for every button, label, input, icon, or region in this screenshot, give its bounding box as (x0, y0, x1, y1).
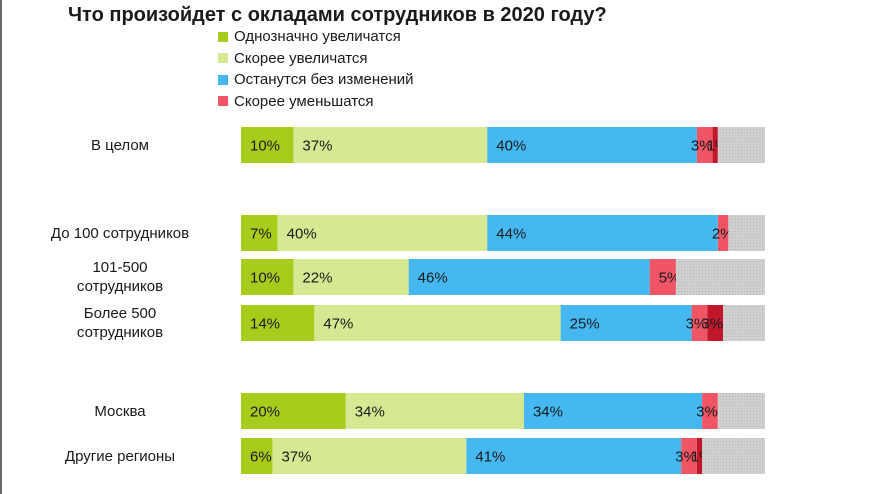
legend-item: Однозначно увеличатся (218, 26, 414, 48)
legend-swatch (218, 96, 228, 107)
category-label: Москва (94, 402, 146, 420)
bar-segment (241, 127, 294, 163)
bar-segment (466, 438, 682, 474)
bar-value-label: 10% (250, 270, 280, 287)
bar-value-label: 3% (675, 449, 697, 466)
bar-value-label: 6% (250, 449, 272, 466)
left-border (0, 0, 2, 494)
bar-segment (487, 127, 697, 163)
legend-item: Останутся без изменений (218, 69, 414, 91)
bar-value-label: 34% (355, 404, 385, 421)
bar-segment (728, 215, 765, 251)
bar-value-label: 41% (475, 449, 505, 466)
legend-label: Останутся без изменений (234, 71, 414, 89)
bar-value-label: 44% (496, 226, 526, 243)
bar-value-label: 2% (712, 226, 734, 243)
bar-row: 6% 37% 41% 3%1% (241, 438, 765, 474)
bar-segment (717, 127, 765, 163)
bar-segment (241, 438, 273, 474)
bar-segment (293, 259, 409, 295)
legend: Однозначно увеличатся Скорее увеличатся Ос… (218, 26, 414, 112)
bar-value-label: 5% (659, 270, 681, 287)
bar-segment (241, 215, 278, 251)
bar-value-label: 25% (570, 316, 600, 333)
bar-segment (314, 305, 561, 341)
bar-value-label: 37% (302, 138, 332, 155)
bar-segment (675, 259, 765, 295)
bar-value-label: 7% (250, 226, 272, 243)
legend-label: Скорее увеличатся (234, 49, 368, 67)
legend-swatch (218, 74, 228, 85)
bar-segment (523, 393, 703, 429)
legend-label: Однозначно увеличатся (234, 28, 401, 46)
bar-value-label: 3% (701, 316, 723, 333)
category-label: В целом (90, 136, 149, 154)
bar-value-label: 10% (250, 138, 280, 155)
bar-segment (702, 438, 765, 474)
bar-segment (345, 393, 524, 429)
bar-row: 10% 22% 46% 5% (241, 259, 765, 295)
bar-segment (241, 305, 315, 341)
bar-segment (241, 393, 346, 429)
legend-swatch (218, 53, 228, 64)
bar-segment (691, 305, 708, 341)
bar-segment (272, 438, 467, 474)
bar-segment (717, 393, 765, 429)
legend-item: Скорее увеличатся (218, 48, 414, 70)
category-label: Другие регионы (64, 447, 176, 465)
bar-row: 7% 40% 44% 2% (241, 215, 765, 251)
bar-segment (712, 127, 718, 163)
bar-value-label: 14% (250, 316, 280, 333)
bar-row: 20% 34% 34% 3% (241, 393, 765, 429)
category-label: 101-500 сотрудников (76, 259, 164, 295)
bar-value-label: 3% (691, 138, 713, 155)
category-label: Более 500 сотрудников (76, 305, 164, 341)
bar-value-label: 46% (418, 270, 448, 287)
bar-segment (408, 259, 650, 295)
bar-value-label: 34% (533, 404, 563, 421)
bar-value-label: 20% (250, 404, 280, 421)
bar-value-label: 47% (323, 316, 353, 333)
bar-value-label: 3% (686, 316, 708, 333)
bar-value-label: 3% (696, 404, 718, 421)
bar-segment (696, 127, 713, 163)
bar-segment (681, 438, 697, 474)
bar-segment (560, 305, 692, 341)
legend-swatch (218, 31, 228, 42)
bar-segment (293, 127, 488, 163)
bar-row: 10% 37% 40% 3%1% (241, 127, 765, 163)
bar-segment (717, 215, 729, 251)
bar-segment (241, 259, 294, 295)
bar-value-label: 40% (287, 226, 317, 243)
bar-segment (649, 259, 676, 295)
bar-segment (487, 215, 718, 251)
bar-value-label: 37% (281, 449, 311, 466)
category-label: До 100 сотрудников (50, 224, 190, 242)
bar-segment (702, 393, 718, 429)
bar-segment (707, 305, 724, 341)
chart-title: Что произойдет с окладами сотрудников в … (68, 4, 607, 26)
legend-label: Скорее уменьшатся (234, 92, 374, 110)
bar-value-label: 22% (302, 270, 332, 287)
bar-segment (696, 438, 703, 474)
bar-value-label: 40% (496, 138, 526, 155)
bar-segment (723, 305, 765, 341)
legend-item: Скорее уменьшатся (218, 91, 414, 113)
bar-row: 14% 47% 25% 3%3% (241, 305, 765, 341)
bar-segment (277, 215, 488, 251)
